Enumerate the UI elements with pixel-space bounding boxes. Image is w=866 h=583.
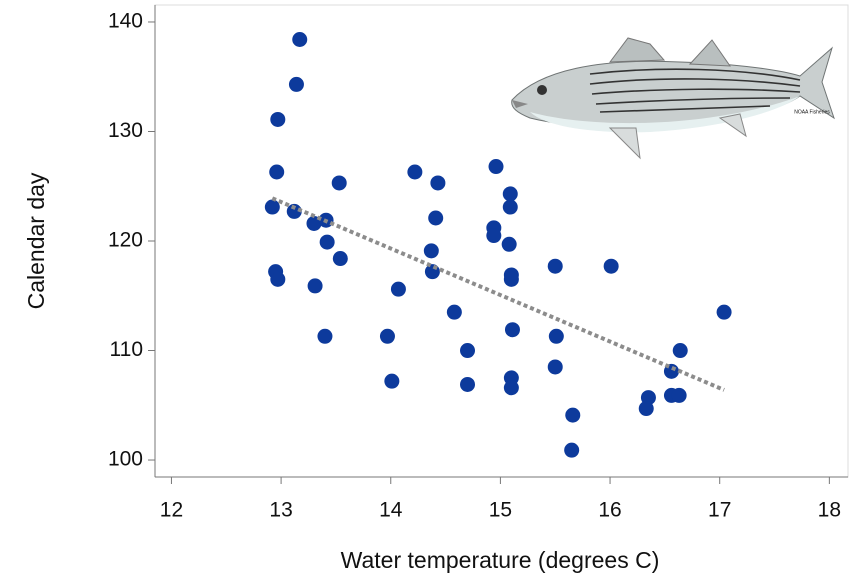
x-tick-label: 13 [269,499,292,522]
x-tick-label: 18 [818,499,841,522]
point [430,175,446,191]
x-tick-label: 15 [489,499,512,522]
point [564,442,580,458]
point [446,304,462,320]
point [307,278,323,294]
point [502,186,518,202]
point [503,380,519,396]
point [503,271,519,287]
point [565,407,581,423]
point [317,328,333,344]
y-tick-label: 140 [108,10,143,33]
point [501,236,517,252]
point [548,328,564,344]
point [547,359,563,375]
y-tick-label: 100 [108,448,143,471]
point [288,76,304,92]
y-tick-label: 110 [110,338,143,361]
trend-line [271,196,725,392]
point [423,243,439,259]
fish-illustration [511,37,835,160]
y-axis-label: Calendar day [23,172,49,309]
point [428,210,444,226]
x-tick-label: 12 [160,499,183,522]
x-tick-label: 14 [379,499,403,522]
point [502,199,518,215]
point [460,376,476,392]
point [672,343,688,359]
point [319,234,335,250]
y-tick-label: 130 [108,119,143,142]
image-credit: NOAA Fisheries [794,109,830,115]
point [269,164,285,180]
point [547,258,563,274]
point [460,343,476,359]
point [270,111,286,127]
x-tick-label: 16 [598,499,621,522]
point [488,159,504,175]
point [286,203,302,219]
point [270,271,286,287]
point [384,373,400,389]
point [504,322,520,338]
point [331,175,347,191]
point [379,328,395,344]
point [716,304,732,320]
point [407,164,423,180]
point [603,258,619,274]
point [671,387,687,403]
point [486,228,502,244]
x-tick-label: 17 [708,499,731,522]
point [390,281,406,297]
point [292,31,308,47]
point [264,199,280,215]
x-axis-label: Water temperature (degrees C) [341,547,660,573]
y-tick-label: 120 [108,229,143,252]
point [638,401,654,417]
point [332,251,348,267]
